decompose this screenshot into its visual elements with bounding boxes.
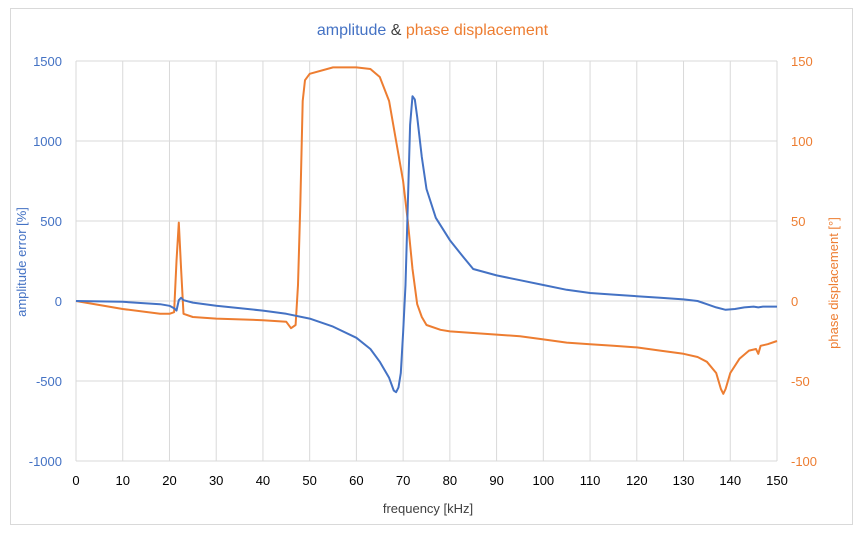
- x-tick-label: 120: [626, 473, 648, 488]
- left-y-tick-label: -500: [36, 374, 62, 389]
- x-tick-label: 140: [719, 473, 741, 488]
- chart-frame: [10, 8, 853, 525]
- right-y-tick-label: 100: [791, 134, 813, 149]
- chart-title: amplitude & phase displacement: [0, 22, 865, 40]
- x-tick-labels: 0 10 20 30 40 50 60 70 80 90 100 110 120 130 140 150: [72, 473, 787, 488]
- amplitude-line: [75, 95, 777, 394]
- x-tick-label: 60: [349, 473, 363, 488]
- right-y-tick-label: -100: [791, 454, 817, 469]
- x-axis-label: frequency [kHz]: [383, 501, 473, 516]
- x-tick-label: 40: [256, 473, 270, 488]
- series-lines: [75, 66, 778, 395]
- x-tick-label: 130: [673, 473, 695, 488]
- x-tick-label: 20: [162, 473, 176, 488]
- right-y-tick-label: -50: [791, 374, 810, 389]
- title-phase: phase displacement: [405, 22, 549, 39]
- right-y-tick-labels: -100 -50 0 50 100 150: [791, 54, 817, 469]
- left-y-tick-label: -1000: [29, 454, 62, 469]
- x-tick-label: 150: [766, 473, 788, 488]
- x-tick-label: 30: [209, 473, 223, 488]
- left-y-tick-label: 1000: [33, 134, 62, 149]
- x-tick-label: 90: [489, 473, 503, 488]
- right-y-axis-label: phase displacement [°]: [826, 217, 841, 349]
- right-y-tick-label: 150: [791, 54, 813, 69]
- x-tick-label: 10: [115, 473, 129, 488]
- x-tick-label: 100: [532, 473, 554, 488]
- left-y-tick-label: 500: [40, 214, 62, 229]
- title-amplitude: amplitude: [316, 22, 387, 39]
- right-y-tick-label: 0: [791, 294, 798, 309]
- x-tick-label: 110: [580, 473, 601, 488]
- grid-lines: [75, 60, 778, 462]
- x-tick-label: 0: [72, 473, 79, 488]
- x-tick-label: 50: [302, 473, 316, 488]
- right-y-tick-label: 50: [791, 214, 805, 229]
- x-tick-label: 70: [396, 473, 410, 488]
- phase-line: [75, 66, 778, 395]
- x-tick-label: 80: [443, 473, 457, 488]
- left-y-tick-labels: -1000 -500 0 500 1000 1500: [29, 54, 62, 469]
- left-y-tick-label: 1500: [33, 54, 62, 69]
- title-ampersand: &: [386, 22, 406, 39]
- left-y-tick-label: 0: [55, 294, 62, 309]
- left-y-axis-label: amplitude error [%]: [14, 207, 29, 317]
